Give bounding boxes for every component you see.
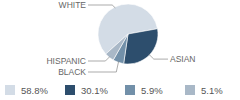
slice-label: BLACK <box>58 67 86 77</box>
pie-slice <box>124 29 158 64</box>
slice-label: WHITE <box>59 0 87 10</box>
legend-swatch <box>65 85 75 95</box>
slice-labels: WHITE ASIAN BLACKHISPANIC <box>46 0 195 77</box>
leader-line <box>149 54 168 59</box>
legend-label: 5.9% <box>141 85 163 96</box>
slice-label: HISPANIC <box>46 56 86 66</box>
legend-label: 30.1% <box>81 85 108 96</box>
legend-label: 58.8% <box>21 85 48 96</box>
legend-swatch <box>5 85 15 95</box>
pie-slice <box>106 34 128 60</box>
pie <box>98 4 158 64</box>
legend-label: 5.1% <box>201 85 223 96</box>
legend-swatch <box>125 85 135 95</box>
leader-line <box>88 61 119 72</box>
chart: WHITE ASIAN BLACKHISPANIC 58.8% 30.1% 5.9% 5.1… <box>0 0 240 100</box>
legend-swatch <box>185 85 195 95</box>
slice-label: ASIAN <box>170 54 196 64</box>
leader-line <box>88 5 115 8</box>
page: {"chart_data": {"type": "pie", "categori… <box>0 0 240 100</box>
legend: 58.8% 30.1% 5.9% 5.1% <box>5 85 223 96</box>
leader-line <box>88 57 110 61</box>
